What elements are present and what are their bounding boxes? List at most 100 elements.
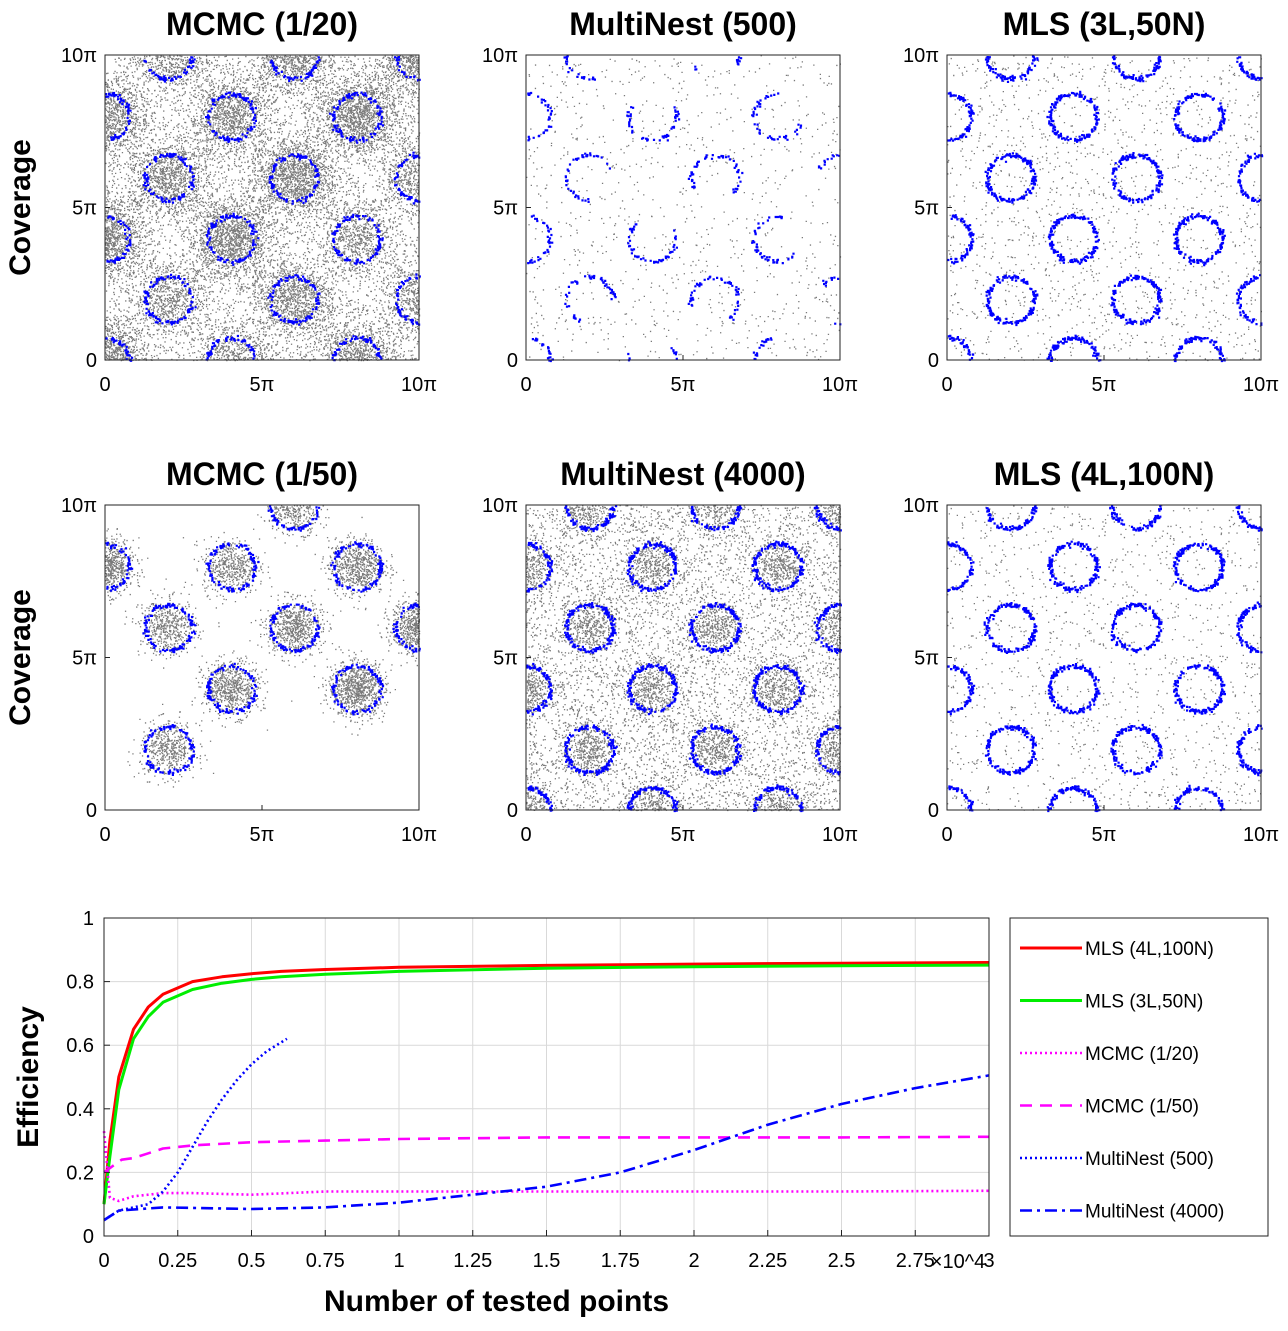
legend-label: MCMC (1/20)	[1085, 1044, 1199, 1065]
y-tick-label: 0	[507, 800, 518, 822]
series-line-2	[102, 963, 990, 1205]
x-tick-label: 0	[941, 824, 952, 846]
y-tick-label: 0.4	[66, 1099, 94, 1121]
y-tick-label: 0	[83, 1226, 94, 1248]
x-tick-label: 0.5	[238, 1250, 266, 1272]
y-tick-label: 0.2	[66, 1162, 94, 1184]
y-tick-label: 5π	[72, 648, 97, 670]
panel-title: MultiNest (500)	[569, 6, 797, 42]
y-tick-label: 10π	[903, 495, 939, 517]
scatter-panel-2: 00 5π 5π 10π 10π MultiNest (500)	[482, 6, 858, 396]
y-tick-label: 5π	[493, 648, 518, 670]
y-tick-label: 1	[83, 908, 94, 930]
x-tick-label: 1.5	[533, 1250, 561, 1272]
series-line-4	[103, 1135, 990, 1174]
y-tick-label: 0	[86, 350, 97, 372]
x-tick-label: 2.75	[896, 1250, 935, 1272]
legend-entry-5: MultiNest (500)	[1020, 1149, 1214, 1170]
x-tick-label: 3	[983, 1250, 994, 1272]
efficiency-plot: 0 0.25 0.5 0.75 1 1.25 1.5 1.75 2 2.25 2.5 2.75 3 0 0.…	[12, 908, 1269, 1318]
y-tick-label: 10π	[903, 45, 939, 67]
legend-label: MultiNest (4000)	[1085, 1202, 1224, 1223]
x-tick-label: 1.75	[601, 1250, 640, 1272]
x-tick-label: 2	[688, 1250, 699, 1272]
legend: MLS (4L,100N) MLS (3L,50N) MCMC (1/20) MCMC…	[1009, 917, 1269, 1237]
y-tick-label: 5π	[493, 198, 518, 220]
x-tick-label: 10π	[1243, 374, 1279, 396]
legend-entry-4: MCMC (1/50)	[1020, 1097, 1199, 1118]
x-tick-label: 5π	[1092, 824, 1117, 846]
legend-entry-1: MLS (4L,100N)	[1020, 939, 1214, 960]
y-tick-label: 0	[928, 350, 939, 372]
legend-entry-6: MultiNest (4000)	[1020, 1202, 1224, 1223]
x-tick-label: 5π	[250, 374, 275, 396]
scatter-panel-3: 00 5π 5π 10π 10π MLS (3L,50N)	[903, 6, 1279, 396]
legend-entry-3: MCMC (1/20)	[1020, 1044, 1199, 1065]
x-tick-label: 0	[98, 1250, 109, 1272]
x-tick-label: 2.25	[748, 1250, 787, 1272]
legend-box	[1009, 917, 1269, 1237]
y-tick-label: 0	[507, 350, 518, 372]
y-tick-label: 0.8	[66, 972, 94, 994]
y-tick-label: 10π	[482, 45, 518, 67]
legend-label: MultiNest (500)	[1085, 1149, 1214, 1170]
scatter-points-blue	[105, 56, 421, 362]
scatter-panel-1: 00 5π 5π 10π 10π MCMC (1/20) Coverage	[4, 6, 437, 396]
x-tick-label: 0	[99, 824, 110, 846]
x-tick-label: 10π	[1243, 824, 1279, 846]
x-tick-label: 10π	[822, 374, 858, 396]
y-tick-label: 10π	[61, 495, 97, 517]
series-line-1	[102, 961, 990, 1205]
x-axis-label: Number of tested points	[324, 1285, 669, 1318]
y-tick-label: 5π	[914, 198, 939, 220]
panel-axes-box	[525, 54, 841, 361]
y-tick-label: 10π	[482, 495, 518, 517]
x-tick-label: 10π	[822, 824, 858, 846]
panel-title: MCMC (1/20)	[166, 6, 358, 42]
x-tick-label: 0.25	[158, 1250, 197, 1272]
y-tick-label: 0	[86, 800, 97, 822]
x-tick-label: 10π	[401, 374, 437, 396]
y-tick-label: 10π	[61, 45, 97, 67]
x-tick-label: 2.5	[828, 1250, 856, 1272]
x-tick-label: 10π	[401, 824, 437, 846]
scatter-points-blue	[526, 505, 842, 813]
legend-label: MLS (3L,50N)	[1085, 992, 1203, 1013]
panel-title: MLS (4L,100N)	[994, 456, 1214, 492]
series-line-3	[102, 1130, 990, 1203]
y-tick-label: 0	[928, 800, 939, 822]
legend-label: MCMC (1/50)	[1085, 1097, 1199, 1118]
scatter-points-blue	[105, 505, 421, 776]
scatter-points-gray	[526, 505, 842, 812]
series-line-6	[103, 1074, 990, 1222]
x-tick-label: 0	[520, 824, 531, 846]
scatter-panel-6: 00 5π 5π 10π 10π MLS (4L,100N)	[903, 456, 1279, 846]
x-tick-label: 0	[941, 374, 952, 396]
x-tick-label: 5π	[1092, 374, 1117, 396]
y-axis-label: Coverage	[4, 139, 37, 276]
x-tick-label: 5π	[250, 824, 275, 846]
x-tick-label: 0.75	[306, 1250, 345, 1272]
scatter-panel-4: 00 5π 5π 10π 10π MCMC (1/50) Coverage	[4, 456, 437, 846]
scatter-panel-5: 00 5π 5π 10π 10π MultiNest (4000)	[482, 456, 858, 846]
y-tick-label: 0.6	[66, 1035, 94, 1057]
y-tick-label: 5π	[914, 648, 939, 670]
x-tick-label: 5π	[671, 374, 696, 396]
y-axis-label: Coverage	[4, 589, 37, 726]
x-tick-label: 1.25	[453, 1250, 492, 1272]
x-tick-label: 5π	[671, 824, 696, 846]
legend-entry-2: MLS (3L,50N)	[1020, 992, 1203, 1013]
y-tick-label: 5π	[72, 198, 97, 220]
x-tick-label: 1	[393, 1250, 404, 1272]
panel-title: MLS (3L,50N)	[1003, 6, 1206, 42]
x-tick-label: 0	[520, 374, 531, 396]
x-tick-label: 0	[99, 374, 110, 396]
panel-title: MCMC (1/50)	[166, 456, 358, 492]
y-axis-label: Efficiency	[12, 1006, 45, 1148]
series-line-5	[103, 1037, 288, 1222]
panel-title: MultiNest (4000)	[560, 456, 805, 492]
legend-label: MLS (4L,100N)	[1085, 939, 1214, 960]
scatter-points-blue	[527, 55, 842, 363]
